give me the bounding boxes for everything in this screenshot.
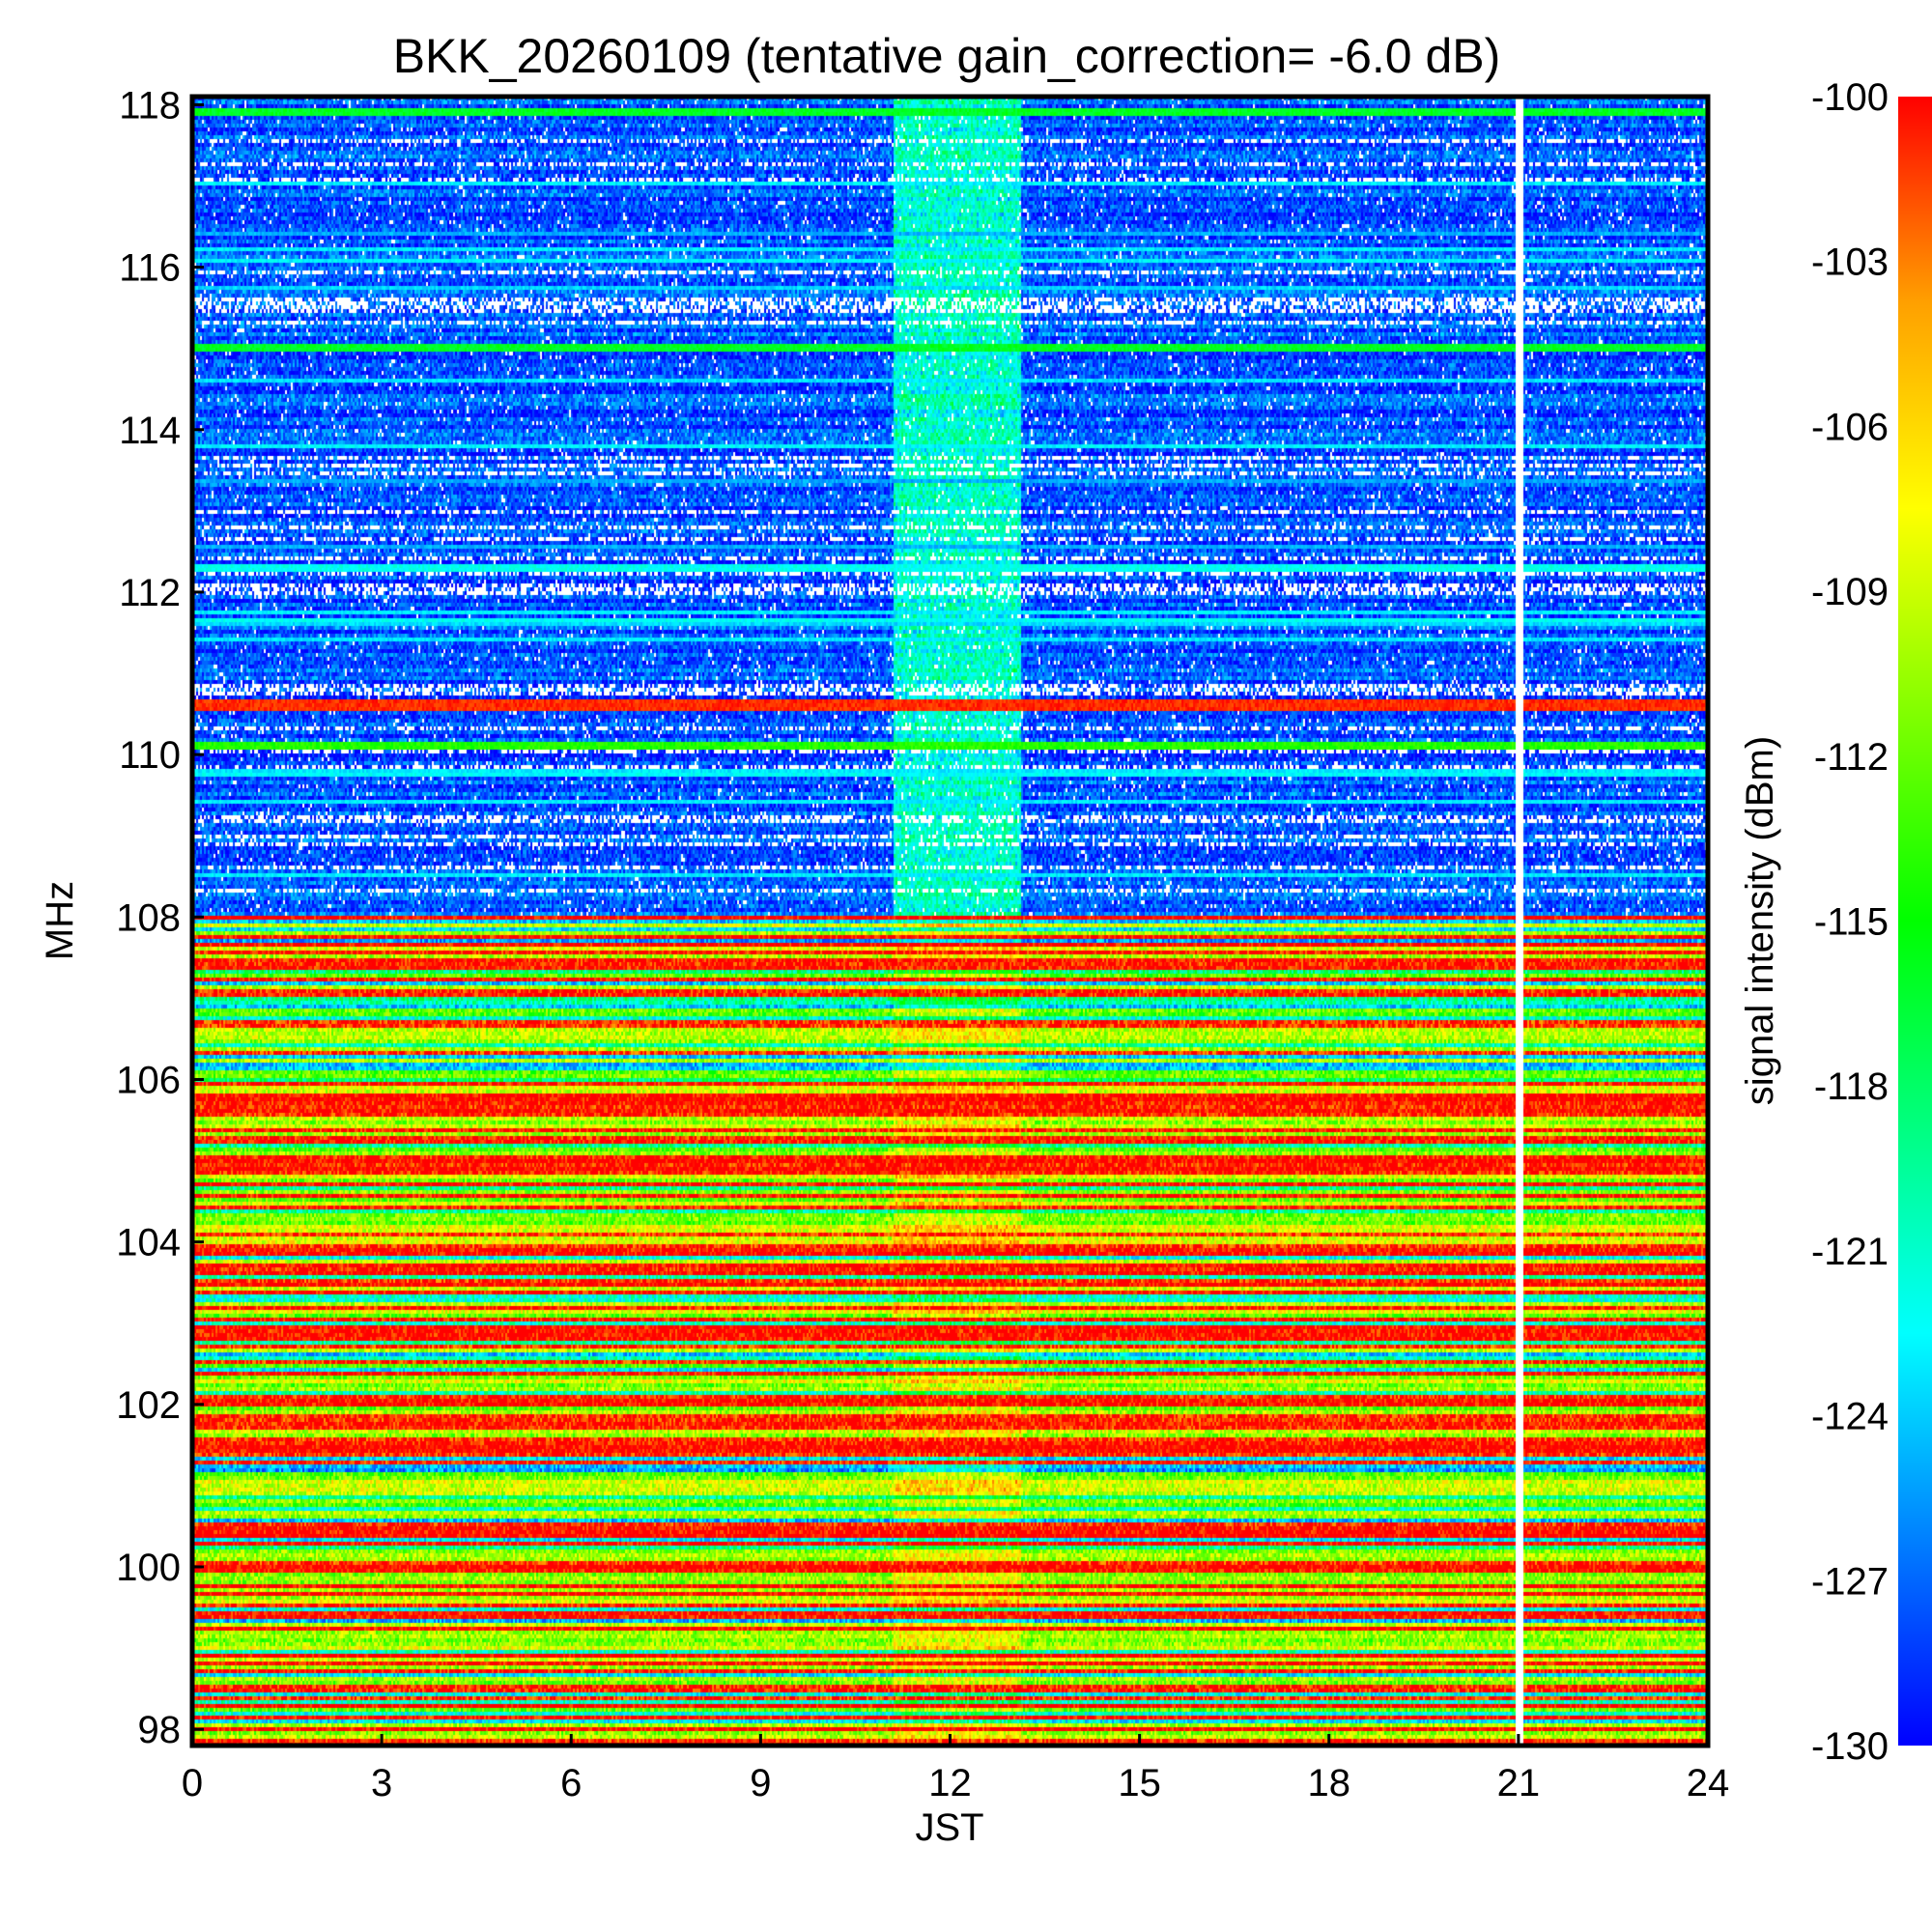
- y-tick-label: 118: [119, 84, 181, 127]
- colorbar-tick-label: -121: [1811, 1231, 1889, 1273]
- colorbar-tick-label: -106: [1811, 406, 1889, 448]
- y-tick-label: 102: [116, 1384, 181, 1427]
- chart-title: BKK_20260109 (tentative gain_correction=…: [393, 29, 1501, 83]
- x-axis: 0 3 6 9 12 15 18 21 24: [182, 1734, 1729, 1804]
- heatmap: [192, 97, 1708, 1746]
- x-tick-label: 6: [560, 1762, 582, 1804]
- x-tick-label: 21: [1497, 1762, 1541, 1804]
- x-tick-label: 0: [182, 1762, 203, 1804]
- y-tick-label: 100: [116, 1547, 181, 1589]
- y-tick-label: 104: [116, 1222, 181, 1264]
- x-tick-label: 24: [1687, 1762, 1730, 1804]
- colorbar-tick-label: -112: [1814, 736, 1889, 779]
- colorbar-label: signal intensity (dBm): [1739, 736, 1781, 1105]
- x-axis-label: JST: [915, 1806, 983, 1849]
- y-tick-label: 110: [119, 734, 181, 777]
- heatmap-image: [192, 97, 1708, 1746]
- colorbar: -100 -103 -106 -109 -112 -115 -118 -121 -124 -127…: [1811, 76, 1932, 1768]
- colorbar-tick-label: -127: [1811, 1560, 1889, 1603]
- colorbar-tick-label: -115: [1814, 901, 1889, 944]
- colorbar-tick-label: -118: [1814, 1065, 1889, 1108]
- y-tick-label: 106: [116, 1059, 181, 1101]
- y-axis-label: MHz: [39, 881, 81, 960]
- x-tick-label: 12: [928, 1762, 972, 1804]
- colorbar-tick-label: -124: [1811, 1396, 1889, 1438]
- x-tick-label: 3: [371, 1762, 392, 1804]
- colorbar-gradient: [1898, 97, 1932, 1746]
- y-tick-label: 116: [119, 247, 181, 290]
- x-tick-label: 9: [750, 1762, 771, 1804]
- colorbar-tick-label: -103: [1811, 242, 1889, 284]
- x-tick-label: 18: [1308, 1762, 1351, 1804]
- y-axis: 98 100 102 104 106 108 110 112 114 116 118: [116, 84, 204, 1751]
- colorbar-tick-label: -130: [1811, 1725, 1889, 1768]
- y-tick-label: 108: [116, 896, 181, 939]
- colorbar-tick-label: -100: [1811, 76, 1889, 119]
- y-tick-label: 112: [119, 572, 181, 614]
- colorbar-tick-label: -109: [1811, 571, 1889, 613]
- y-tick-label: 98: [138, 1709, 182, 1751]
- x-tick-label: 15: [1118, 1762, 1161, 1804]
- y-tick-label: 114: [119, 410, 181, 452]
